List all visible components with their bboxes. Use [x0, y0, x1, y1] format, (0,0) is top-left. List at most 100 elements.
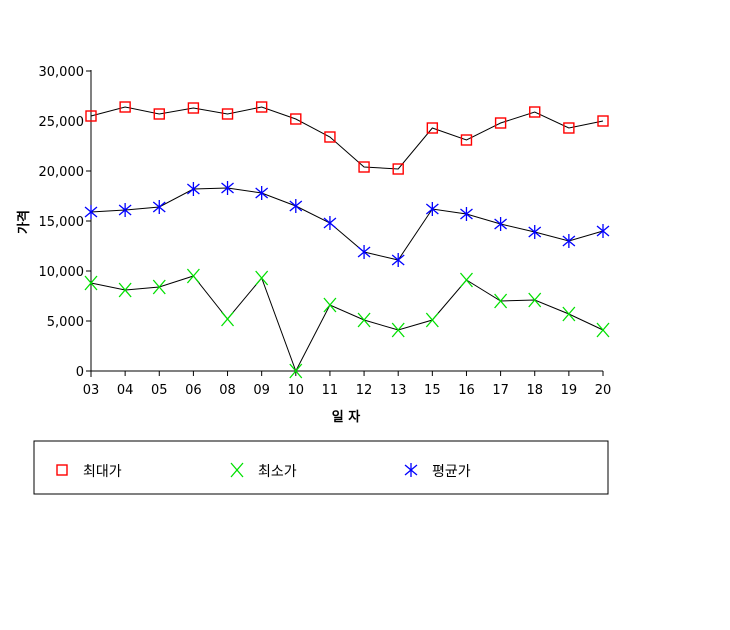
- square-marker-shape: [392, 163, 404, 175]
- data-point-x: [152, 279, 166, 295]
- data-point-x: [255, 270, 269, 286]
- series-line-asterisk: [90, 187, 604, 261]
- data-point-x: [562, 306, 576, 322]
- x-marker-stroke: [255, 270, 269, 286]
- square-marker-shape: [358, 161, 370, 173]
- asterisk-marker-stroke: [221, 182, 234, 194]
- asterisk-marker-stroke: [562, 235, 576, 247]
- x-tick-label: 05: [151, 383, 168, 398]
- series-line-square: [90, 106, 604, 170]
- y-tick-label: 15,000: [39, 215, 85, 230]
- square-marker-shape: [597, 115, 609, 127]
- data-point-x: [118, 282, 132, 298]
- data-point-square: [460, 134, 473, 146]
- x-tick-label: 15: [424, 383, 441, 398]
- square-marker-shape: [255, 101, 268, 113]
- asterisk-marker-stroke: [494, 218, 508, 230]
- square-marker-shape: [221, 108, 234, 120]
- tick-labels: 0 5,000 10,000 15,000 20,000 25,000 30,000 03 04…: [39, 65, 612, 398]
- data-point-asterisk: [391, 253, 405, 267]
- legend-marker-square: [56, 464, 68, 476]
- x-tick-label: 11: [322, 383, 339, 398]
- data-point-square: [119, 101, 131, 113]
- x-marker-stroke: [323, 297, 337, 313]
- legend-label: 최소가: [258, 464, 297, 480]
- data-point-square: [358, 161, 370, 173]
- legend-box: [33, 440, 609, 495]
- asterisk-marker-stroke: [425, 203, 439, 215]
- square-marker-shape: [153, 108, 165, 120]
- data-point-square: [392, 163, 404, 175]
- data-point-asterisk: [152, 200, 166, 214]
- asterisk-marker-stroke: [528, 226, 542, 238]
- asterisk-marker-stroke: [186, 183, 200, 195]
- x-marker-stroke: [459, 272, 473, 288]
- x-tick-label: 19: [561, 383, 578, 398]
- square-marker-shape: [187, 102, 200, 114]
- asterisk-marker-stroke: [255, 187, 269, 199]
- data-point-square: [221, 108, 234, 120]
- data-point-x: [84, 275, 98, 291]
- x-tick-label: 18: [526, 383, 543, 398]
- square-marker-shape: [56, 464, 68, 476]
- x-marker-stroke: [84, 275, 98, 291]
- x-marker-stroke: [494, 293, 508, 309]
- asterisk-marker-stroke: [289, 200, 303, 212]
- x-tick-label: 04: [117, 383, 134, 398]
- data-point-x: [323, 297, 337, 313]
- x-marker-stroke: [562, 306, 576, 322]
- y-tick-label: 25,000: [39, 115, 85, 130]
- data-point-x: [425, 312, 439, 328]
- legend: 최대가 최소가 평균가: [33, 440, 609, 495]
- x-marker-stroke: [425, 312, 439, 328]
- data-point-x: [391, 322, 405, 338]
- x-tick-label: 17: [492, 383, 509, 398]
- legend-label: 평균가: [432, 464, 471, 480]
- x-tick-label: 08: [219, 383, 236, 398]
- y-tick-label: 0: [76, 365, 84, 380]
- data-point-x: [596, 322, 610, 338]
- x-tick-label: 10: [288, 383, 305, 398]
- legend-marker-asterisk: [404, 463, 418, 477]
- asterisk-marker-stroke: [152, 201, 166, 213]
- asterisk-marker-stroke: [404, 464, 418, 476]
- data-point-square: [597, 115, 609, 127]
- x-marker-stroke: [528, 292, 542, 308]
- x-marker-stroke: [152, 279, 166, 295]
- data-point-asterisk: [84, 205, 98, 219]
- x-marker-stroke: [289, 363, 303, 379]
- data-point-square: [426, 122, 439, 134]
- x-tick-label: 16: [458, 383, 475, 398]
- series-line-x: [90, 275, 604, 373]
- data-point-asterisk: [255, 186, 269, 200]
- x-tick-label: 20: [595, 383, 612, 398]
- y-tick-label: 5,000: [47, 315, 84, 330]
- x-marker-stroke: [186, 268, 200, 284]
- data-point-asterisk: [221, 181, 234, 195]
- data-point-square: [255, 101, 268, 113]
- y-axis-label: 가격: [17, 210, 32, 234]
- y-tick-label: 30,000: [39, 65, 85, 80]
- asterisk-marker-stroke: [596, 225, 610, 237]
- x-tick-label: 09: [253, 383, 270, 398]
- data-point-square: [324, 131, 336, 143]
- data-point-asterisk: [460, 207, 473, 221]
- data-point-asterisk: [425, 202, 439, 216]
- data-point-asterisk: [118, 203, 132, 217]
- x-marker-stroke: [230, 462, 244, 478]
- data-point-x: [459, 272, 473, 288]
- asterisk-marker-stroke: [118, 204, 132, 216]
- square-marker-shape: [290, 113, 302, 125]
- data-point-asterisk: [289, 199, 303, 213]
- data-point-square: [187, 102, 200, 114]
- square-marker-shape: [460, 134, 473, 146]
- square-marker-shape: [119, 101, 131, 113]
- x-marker-stroke: [357, 312, 371, 328]
- x-marker-stroke: [391, 322, 405, 338]
- data-point-square: [563, 122, 575, 134]
- data-point-square: [290, 113, 302, 125]
- x-marker-stroke: [221, 311, 235, 327]
- series-group: [84, 101, 610, 379]
- asterisk-marker-stroke: [323, 217, 337, 229]
